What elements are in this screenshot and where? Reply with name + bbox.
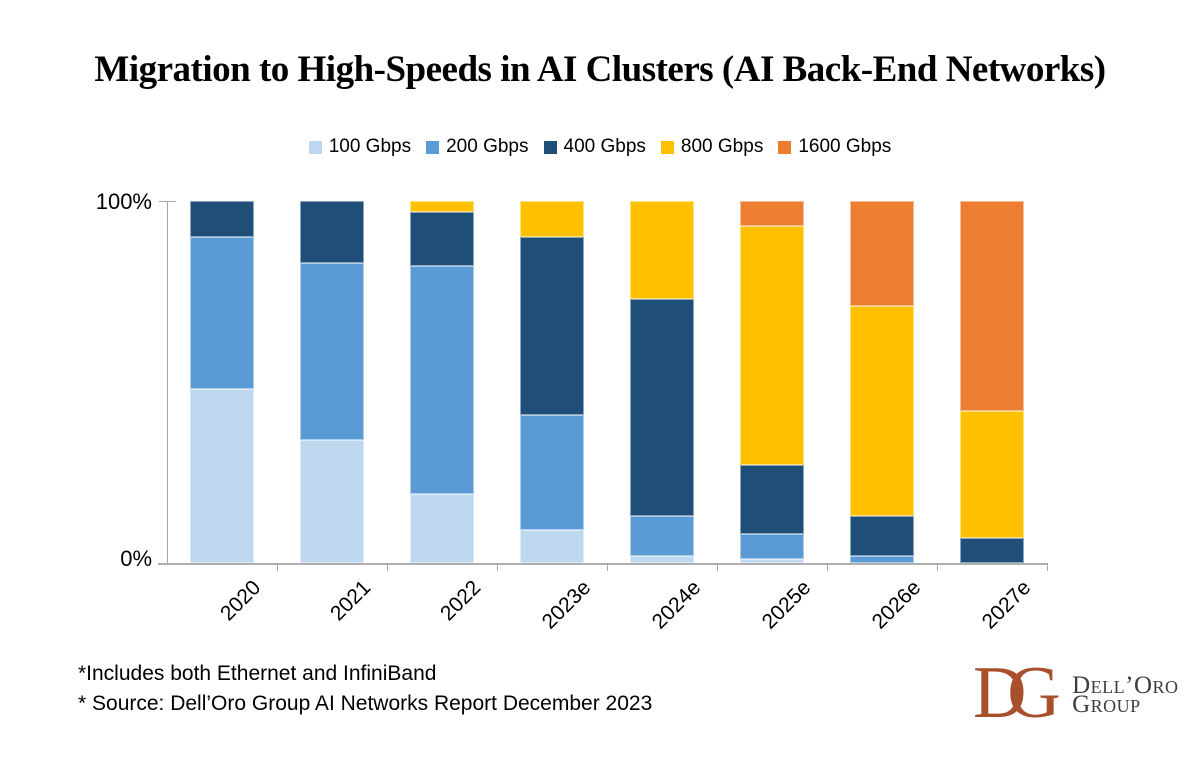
bar-slot-2022 bbox=[387, 201, 497, 563]
legend-item-400gbps: 400 Gbps bbox=[543, 136, 646, 158]
legend-swatch-200gbps-icon bbox=[426, 140, 440, 154]
stacked-bar-2020 bbox=[190, 201, 254, 563]
chart-title: Migration to High-Speeds in AI Clusters … bbox=[94, 49, 1106, 90]
bar-segment-2026e-400gbps bbox=[850, 515, 914, 556]
delloro-logo-line1: Dell’Oro bbox=[1072, 672, 1179, 699]
bar-slot-2023e bbox=[497, 201, 607, 563]
y-axis-label-100: 100% bbox=[95, 189, 152, 214]
bar-slot-2021 bbox=[277, 201, 387, 563]
x-axis-label-2022: 2022 bbox=[435, 576, 486, 626]
y-axis-line bbox=[167, 201, 168, 563]
legend-label-400gbps: 400 Gbps bbox=[563, 136, 646, 157]
legend-label-1600gbps: 1600 Gbps bbox=[798, 136, 892, 157]
bar-segment-2021-400gbps bbox=[300, 201, 364, 263]
x-axis-label-2027e: 2027e bbox=[977, 576, 1036, 634]
x-axis-label-2020: 2020 bbox=[215, 576, 266, 626]
bar-segment-2024e-800gbps bbox=[630, 201, 694, 299]
x-axis-label-2021: 2021 bbox=[325, 576, 376, 626]
stacked-bar-2026e bbox=[850, 201, 914, 563]
bar-segment-2022-100gbps bbox=[410, 494, 474, 563]
bar-segment-2026e-1600gbps bbox=[850, 201, 914, 306]
x-axis-label-2023e: 2023e bbox=[537, 576, 596, 634]
x-axis-tick bbox=[607, 563, 608, 571]
bar-segment-2024e-400gbps bbox=[630, 298, 694, 516]
x-axis-tick bbox=[717, 563, 718, 571]
bar-segment-2024e-100gbps bbox=[630, 555, 694, 563]
bar-segment-2025e-1600gbps bbox=[740, 201, 804, 227]
chart-legend: 100 Gbps 200 Gbps 400 Gbps 800 Gbps 1600… bbox=[0, 133, 1200, 161]
bar-segment-2023e-200gbps bbox=[520, 414, 584, 531]
bar-slot-2026e bbox=[827, 201, 937, 563]
bar-segment-2022-800gbps bbox=[410, 201, 474, 212]
bar-segment-2023e-800gbps bbox=[520, 201, 584, 238]
bar-segment-2020-100gbps bbox=[190, 389, 254, 563]
x-axis-tick bbox=[1047, 563, 1048, 571]
x-axis-tick bbox=[937, 563, 938, 571]
footnote-source: * Source: Dell’Oro Group AI Networks Rep… bbox=[78, 692, 653, 715]
legend-item-800gbps: 800 Gbps bbox=[660, 136, 764, 158]
x-axis-line bbox=[158, 563, 1048, 565]
legend-item-1600gbps: 1600 Gbps bbox=[778, 136, 891, 158]
bar-segment-2020-400gbps bbox=[190, 201, 254, 238]
bar-slot-2020 bbox=[167, 201, 277, 563]
bar-segment-2026e-200gbps bbox=[850, 555, 914, 563]
x-axis-label-2024e: 2024e bbox=[647, 576, 706, 634]
bar-segment-2022-200gbps bbox=[410, 266, 474, 495]
plot-area bbox=[167, 201, 1047, 563]
bar-slot-2025e bbox=[717, 201, 827, 563]
bar-segment-2027e-1600gbps bbox=[960, 201, 1024, 411]
x-axis-tick bbox=[827, 563, 828, 571]
bar-segment-2025e-400gbps bbox=[740, 465, 804, 535]
legend-swatch-800gbps-icon bbox=[660, 140, 674, 154]
stacked-bar-2023e bbox=[520, 201, 584, 563]
bar-slot-2027e bbox=[937, 201, 1047, 563]
legend-swatch-100gbps-icon bbox=[308, 140, 322, 154]
stacked-bar-chart: 100% 0% 2020 2021 2022 2023e 2024e 2025e 2026e… bbox=[95, 189, 1048, 634]
bar-segment-2025e-200gbps bbox=[740, 534, 804, 560]
delloro-logo-line2: Group bbox=[1072, 691, 1141, 718]
stacked-bar-2021 bbox=[300, 201, 364, 563]
bar-segment-2027e-800gbps bbox=[960, 410, 1024, 538]
delloro-monogram-icon: DG bbox=[973, 652, 1061, 734]
legend-label-200gbps: 200 Gbps bbox=[446, 136, 529, 157]
bar-slot-2024e bbox=[607, 201, 717, 563]
x-axis-label-2025e: 2025e bbox=[757, 576, 816, 634]
footnotes: *Includes both Ethernet and InfiniBand *… bbox=[78, 659, 652, 719]
bar-segment-2024e-200gbps bbox=[630, 515, 694, 556]
bar-segment-2025e-800gbps bbox=[740, 226, 804, 466]
bar-segment-2021-100gbps bbox=[300, 439, 364, 563]
stacked-bar-2027e bbox=[960, 201, 1024, 563]
delloro-logo: DG Dell’Oro Group bbox=[973, 652, 1179, 734]
bar-segment-2022-400gbps bbox=[410, 211, 474, 267]
bar-segment-2025e-100gbps bbox=[740, 559, 804, 563]
legend-swatch-400gbps-icon bbox=[543, 140, 557, 154]
bar-segment-2021-200gbps bbox=[300, 262, 364, 440]
x-axis-label-2026e: 2026e bbox=[867, 576, 926, 634]
bar-segment-2026e-800gbps bbox=[850, 306, 914, 516]
x-axis-tick bbox=[387, 563, 388, 571]
bar-segment-2023e-100gbps bbox=[520, 530, 584, 563]
bar-segment-2020-200gbps bbox=[190, 237, 254, 390]
bar-segment-2027e-400gbps bbox=[960, 537, 1024, 563]
x-axis-tick bbox=[497, 563, 498, 571]
stacked-bar-2022 bbox=[410, 201, 474, 563]
legend-swatch-1600gbps-icon bbox=[778, 140, 792, 154]
y-axis-tick bbox=[159, 201, 176, 202]
delloro-logo-text: Dell’Oro Group bbox=[1072, 672, 1179, 717]
legend-item-100gbps: 100 Gbps bbox=[308, 136, 412, 158]
bar-segment-2023e-400gbps bbox=[520, 237, 584, 415]
x-axis-tick bbox=[277, 563, 278, 571]
legend-label-800gbps: 800 Gbps bbox=[680, 136, 764, 157]
y-axis-label-0: 0% bbox=[120, 546, 152, 571]
stacked-bar-2024e bbox=[630, 201, 694, 563]
stacked-bar-2025e bbox=[740, 201, 804, 563]
legend-item-200gbps: 200 Gbps bbox=[426, 136, 529, 158]
footnote-ethernet-infiniband: *Includes both Ethernet and InfiniBand bbox=[78, 662, 437, 685]
legend-label-100gbps: 100 Gbps bbox=[328, 136, 412, 157]
